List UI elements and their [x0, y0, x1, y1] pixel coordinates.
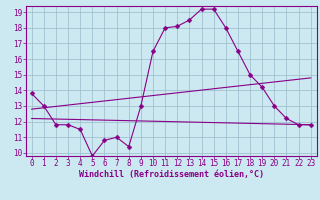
- X-axis label: Windchill (Refroidissement éolien,°C): Windchill (Refroidissement éolien,°C): [79, 170, 264, 179]
